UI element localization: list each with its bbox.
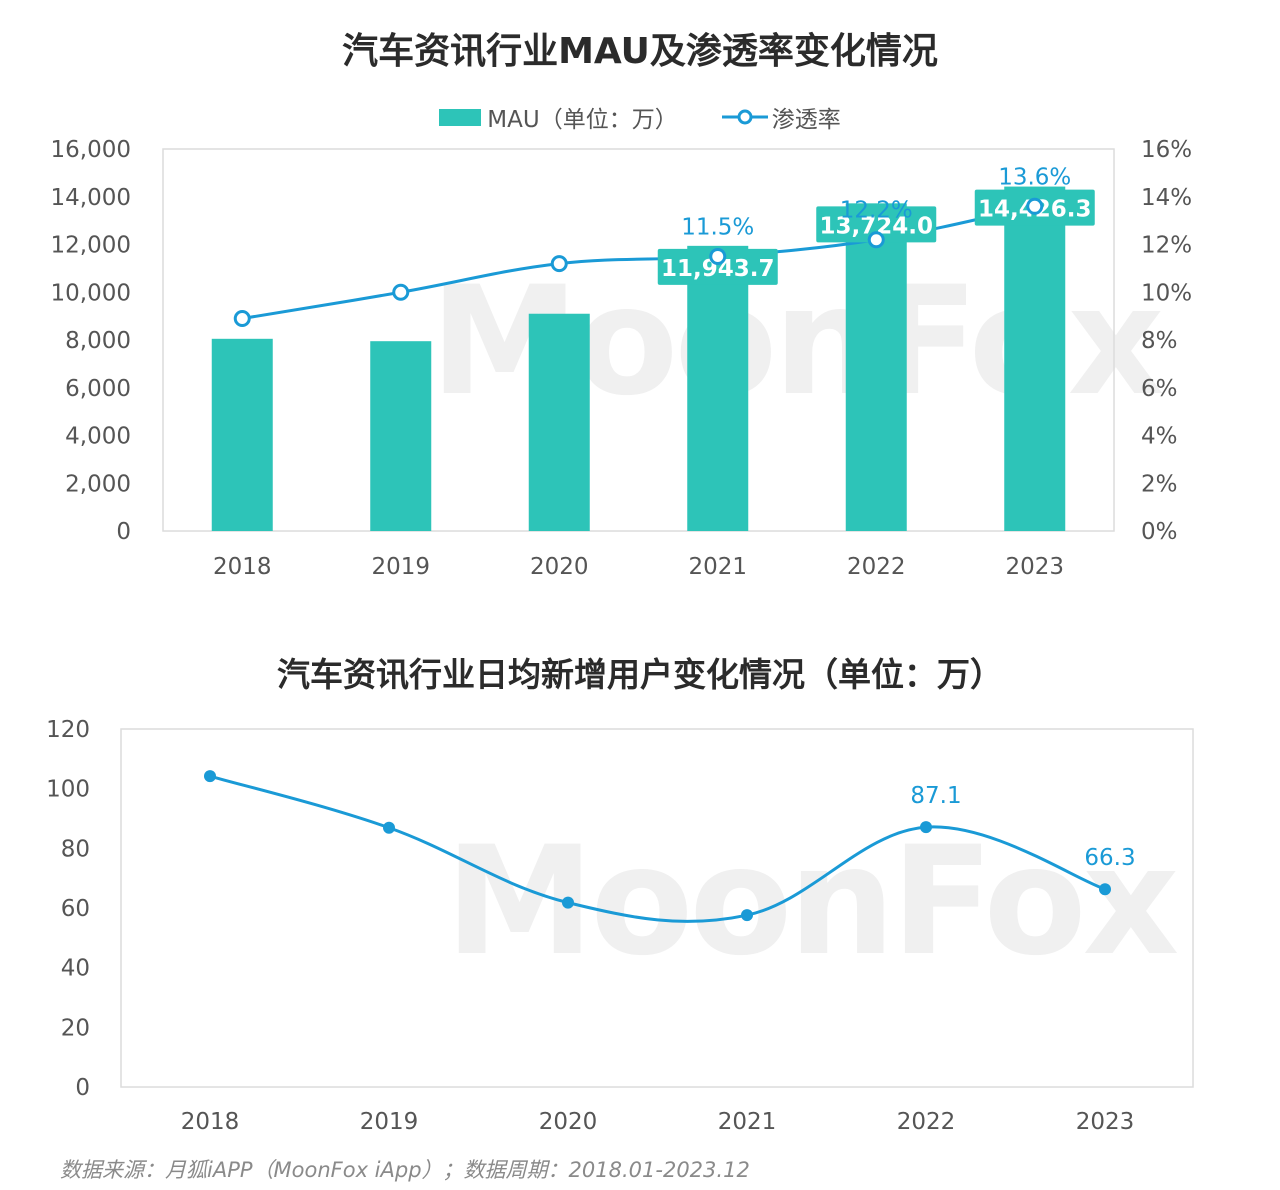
chart2-y-tick-label: 100: [46, 777, 90, 803]
chart2-line-data-label: 87.1: [910, 783, 961, 809]
legend-line-swatch: [721, 109, 768, 125]
chart1-left-tick-label: 8,000: [65, 328, 131, 354]
legend-item-mau: MAU（单位：万）: [439, 100, 678, 134]
chart1-title: 汽车资讯行业MAU及渗透率变化情况: [342, 31, 938, 72]
chart1-right-tick-label: 4%: [1141, 424, 1178, 450]
chart1-x-tick-label: 2018: [213, 554, 272, 580]
chart1-right-tick-label: 10%: [1141, 280, 1192, 306]
legend-label-penetration: 渗透率: [771, 107, 841, 133]
chart2-title: 汽车资讯行业日均新增用户变化情况（单位：万）: [277, 655, 1003, 694]
chart1-right-tick-label: 16%: [1141, 137, 1192, 163]
chart1-bar: [211, 338, 273, 531]
chart1-right-tick-label: 6%: [1141, 376, 1178, 402]
chart2-line-data-label: 66.3: [1084, 845, 1135, 871]
chart2-y-tick-label: 120: [46, 717, 90, 743]
chart1-bar: [687, 245, 749, 531]
chart1-bar-label-bg: [657, 248, 778, 285]
chart1-right-tick-label: 12%: [1141, 233, 1192, 259]
chart1-line-data-label: 11.5%: [681, 214, 754, 240]
chart1-line-point: [709, 247, 727, 265]
chart2-y-tick-label: 60: [61, 896, 90, 922]
chart1-line-data-label: 13.6%: [998, 164, 1071, 190]
chart1-line-point: [867, 231, 885, 249]
chart2-line-point: [204, 770, 216, 783]
chart1-line-point: [550, 255, 568, 273]
chart2-x-tick-label: 2018: [181, 1109, 240, 1135]
chart2-y-tick-label: 40: [61, 956, 90, 982]
chart1-bar: [1004, 186, 1066, 531]
chart1-x-tick-label: 2020: [530, 554, 589, 580]
chart1-line-point: [392, 283, 410, 301]
chart2-line-point: [741, 909, 753, 922]
chart1-x-tick-label: 2021: [688, 554, 747, 580]
chart1-left-tick-label: 0: [116, 519, 131, 545]
chart2-series-line: [209, 774, 1106, 923]
data-source-footer: 数据来源：月狐iAPP（MoonFox iApp）；数据周期：2018.01-2…: [60, 1158, 750, 1182]
chart2-line-point: [383, 821, 395, 834]
chart1-right-tick-label: 8%: [1141, 328, 1178, 354]
chart2-plot: 0 20 40 60 80 100 120 2018 2019 2020 2021 2022 2023 8…: [46, 717, 1194, 1135]
chart1-bar: [845, 203, 907, 532]
chart1-left-tick-label: 6,000: [65, 376, 131, 402]
chart1-bar: [370, 341, 432, 531]
chart1-plot: 0 2,000 4,000 6,000 8,000 10,000 12,000 14,000 1…: [51, 137, 1193, 580]
chart2-x-tick-label: 2019: [360, 1109, 419, 1135]
legend-label-mau: MAU（单位：万）: [487, 107, 678, 133]
chart2-y-tick-label: 20: [61, 1015, 90, 1041]
chart1-line-data-label: 12.2%: [840, 198, 913, 224]
chart1-bar-label-bg: [816, 206, 937, 243]
legend-item-penetration: 渗透率: [721, 100, 841, 134]
chart1-right-tick-label: 2%: [1141, 471, 1178, 497]
chart1-left-tick-label: 16,000: [51, 137, 131, 163]
chart1-line-point: [1026, 197, 1044, 215]
chart1-left-tick-label: 10,000: [51, 280, 131, 306]
chart1-right-tick-label: 0%: [1141, 519, 1178, 545]
chart1-left-tick-label: 2,000: [65, 471, 131, 497]
chart2-x-tick-label: 2023: [1076, 1109, 1135, 1135]
chart1-line-point: [233, 310, 251, 328]
chart1-left-tick-label: 14,000: [51, 185, 131, 211]
chart1-x-tick-label: 2023: [1005, 554, 1064, 580]
chart1-plot-frame: [162, 148, 1115, 532]
chart1-bar: [528, 313, 590, 531]
chart2-line-point: [1099, 883, 1111, 896]
chart2-x-tick-label: 2021: [718, 1109, 777, 1135]
chart2-y-tick-label: 80: [61, 836, 90, 862]
chart2-line-point: [920, 821, 932, 834]
chart2-x-tick-label: 2020: [539, 1109, 598, 1135]
chart2-line-point: [562, 896, 574, 909]
chart1-legend: MAU（单位：万） 渗透率: [0, 100, 1280, 134]
chart1-x-tick-label: 2019: [371, 554, 430, 580]
chart1-x-tick-label: 2022: [847, 554, 906, 580]
chart1-left-tick-label: 4,000: [65, 424, 131, 450]
chart2-plot-frame: [120, 728, 1194, 1088]
chart1-right-tick-label: 14%: [1141, 185, 1192, 211]
chart2-x-tick-label: 2022: [897, 1109, 956, 1135]
chart1-left-tick-label: 12,000: [51, 233, 131, 259]
legend-bar-swatch: [439, 108, 482, 126]
chart2-y-tick-label: 0: [75, 1075, 90, 1101]
